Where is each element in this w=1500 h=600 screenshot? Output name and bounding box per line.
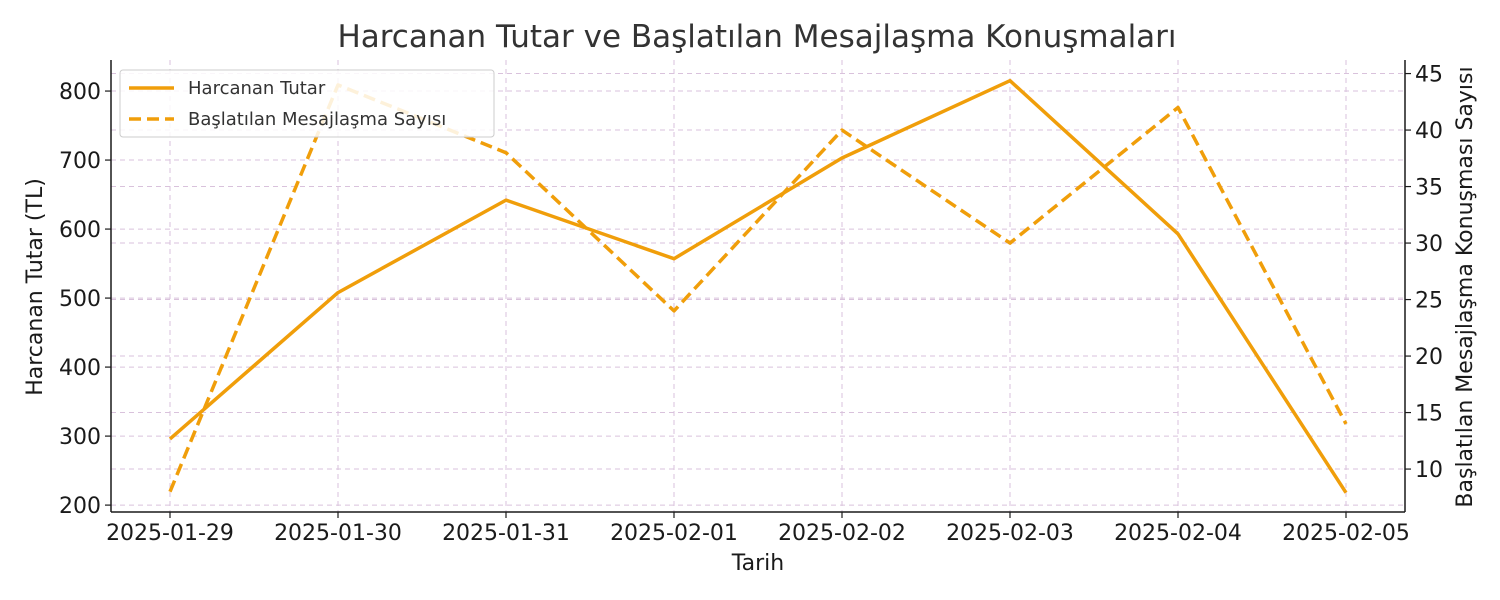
data-point-mesajlasma-sayisi	[504, 151, 508, 155]
data-point-harcanan-tutar	[1176, 232, 1180, 236]
data-point-mesajlasma-sayisi	[1344, 422, 1348, 426]
y-tick-label: 800	[59, 80, 101, 105]
x-tick-label: 2025-02-02	[778, 521, 906, 546]
y2-tick-label: 30	[1415, 232, 1443, 257]
y2-tick-label: 20	[1415, 345, 1443, 370]
y2-axis-label: Başlatılan Mesajlaşma Konuşması Sayısı	[1453, 66, 1478, 507]
legend-label-messages: Başlatılan Mesajlaşma Sayısı	[188, 109, 446, 130]
y2-tick-label: 15	[1415, 402, 1443, 427]
x-axis-label: Tarih	[731, 551, 784, 576]
legend-box	[119, 69, 495, 138]
y-tick-label: 500	[59, 287, 101, 312]
data-point-harcanan-tutar	[1008, 79, 1012, 83]
data-point-mesajlasma-sayisi	[840, 128, 844, 132]
series	[168, 78, 1348, 495]
y2-tick-label: 35	[1415, 176, 1443, 201]
y-tick-label: 400	[59, 356, 101, 381]
y2-tick-label: 40	[1415, 119, 1443, 144]
x-tick-label: 2025-02-03	[946, 521, 1074, 546]
data-point-mesajlasma-sayisi	[672, 309, 676, 313]
legend-label-spend: Harcanan Tutar	[188, 78, 326, 99]
y2-tick-label: 10	[1415, 458, 1443, 483]
y-tick-label: 200	[59, 494, 101, 519]
data-point-harcanan-tutar	[1344, 491, 1348, 495]
x-tick-label: 2025-01-30	[274, 521, 402, 546]
data-point-mesajlasma-sayisi	[1176, 106, 1180, 110]
x-tick-label: 2025-02-05	[1282, 521, 1410, 546]
x-tick-label: 2025-02-04	[1114, 521, 1242, 546]
x-tick-label: 2025-01-29	[106, 521, 234, 546]
chart-title: Harcanan Tutar ve Başlatılan Mesajlaşma …	[337, 19, 1176, 55]
y-tick-label: 700	[59, 149, 101, 174]
data-point-harcanan-tutar	[840, 156, 844, 160]
y-tick-label: 300	[59, 425, 101, 450]
legend: Harcanan Tutar Başlatılan Mesajlaşma Say…	[119, 69, 495, 138]
y-tick-label: 600	[59, 218, 101, 243]
y2-tick-label: 45	[1415, 63, 1443, 88]
y2-tick-label: 25	[1415, 289, 1443, 314]
data-point-harcanan-tutar	[168, 437, 172, 441]
data-point-harcanan-tutar	[504, 198, 508, 202]
axes: 2025-01-29 2025-01-30 2025-01-31 2025-02-01…	[59, 60, 1443, 546]
data-point-mesajlasma-sayisi	[168, 490, 172, 494]
data-point-harcanan-tutar	[672, 257, 676, 261]
data-point-mesajlasma-sayisi	[1008, 241, 1012, 245]
y-axis-label: Harcanan Tutar (TL)	[23, 178, 48, 396]
data-point-harcanan-tutar	[336, 291, 340, 295]
x-tick-label: 2025-01-31	[442, 521, 570, 546]
series-line-harcanan-tutar	[168, 78, 1348, 494]
x-tick-label: 2025-02-01	[610, 521, 738, 546]
